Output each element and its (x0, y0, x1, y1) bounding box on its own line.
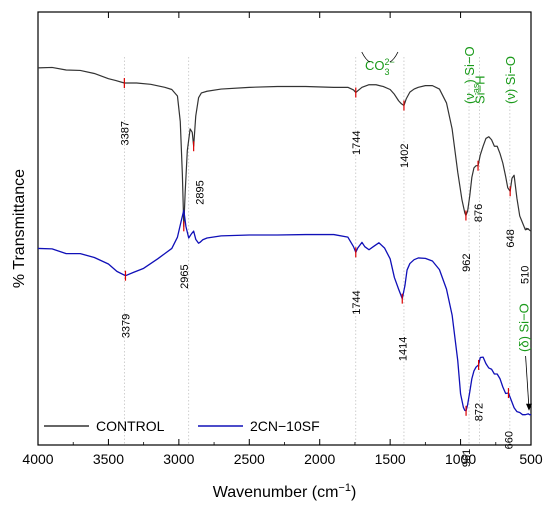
axes: 4000 3500 3000 2500 2000 1500 1000 500 Wavenumbe… (11, 12, 543, 501)
x-axis-title: Wavenumber (cm−1) (213, 482, 357, 501)
x-tick-label-4: 2000 (304, 451, 335, 467)
peak-label-7: 648 (505, 229, 517, 247)
peak-labels: 3387 2965 2895 1744 1402 962 876 648 3379 1744 141… (119, 121, 517, 467)
peak-label-0: 3387 (119, 121, 131, 145)
series-line-1 (37, 209, 531, 416)
si-o-arrowhead (526, 403, 532, 411)
x-tick-label-6: 1000 (445, 451, 476, 467)
plot-frame (37, 11, 532, 446)
peak-label-4: 1402 (399, 144, 411, 168)
x-tick-label-7: 500 (519, 451, 543, 467)
co3-label: CO32− (365, 57, 395, 77)
co3-arrow-left (361, 51, 371, 63)
peak-label-2: 2895 (195, 180, 207, 204)
peak-label-9: 1744 (351, 290, 363, 314)
peak-label-12: 872 (474, 403, 486, 421)
peak-label-1: 2965 (179, 264, 191, 288)
series-layer (37, 66, 532, 416)
x-tick-label-2: 3000 (163, 451, 194, 467)
series-line-0 (37, 66, 532, 232)
y-axis-title: % Transmittance (11, 169, 28, 288)
x-tick-label-5: 1500 (375, 451, 406, 467)
peak-label-11: 961 (461, 449, 473, 467)
group-label-4: (νas) Si−O (462, 46, 481, 104)
group-label-6: (ν) Si−O (503, 56, 518, 104)
peak-label-6: 876 (473, 204, 485, 222)
co3-arrow-right (389, 51, 399, 63)
peak-label-10: 1414 (397, 337, 409, 361)
group-guide-lines (123, 57, 511, 445)
x-tick-label-1: 3500 (93, 451, 124, 467)
x-tick-label-3: 2500 (234, 451, 265, 467)
legend-label-1: 2CN−10SF (250, 418, 320, 434)
plot-border (37, 11, 532, 446)
x-tick-label-0: 4000 (22, 451, 53, 467)
peak-label-5: 962 (461, 254, 473, 272)
group-labels: O−HC−HC=OC−O(νas) Si−OSi−H(ν) Si−OCO32−(… (361, 46, 532, 411)
si-o-arrow-top (525, 227, 530, 230)
peak-markers (123, 78, 511, 416)
legend: CONTROL 2CN−10SF (44, 418, 320, 434)
peak-label-3: 1744 (351, 131, 363, 155)
legend-label-0: CONTROL (96, 418, 165, 434)
si-o-arrow-bottom (525, 355, 530, 409)
si-o-510-label: (δ) Si−O (517, 303, 532, 352)
peak-label-13: 660 (503, 431, 515, 449)
group-label-5: Si−H (473, 75, 488, 104)
peak-label-8: 3379 (120, 314, 132, 338)
si-o-510-value: 510 (520, 266, 532, 284)
